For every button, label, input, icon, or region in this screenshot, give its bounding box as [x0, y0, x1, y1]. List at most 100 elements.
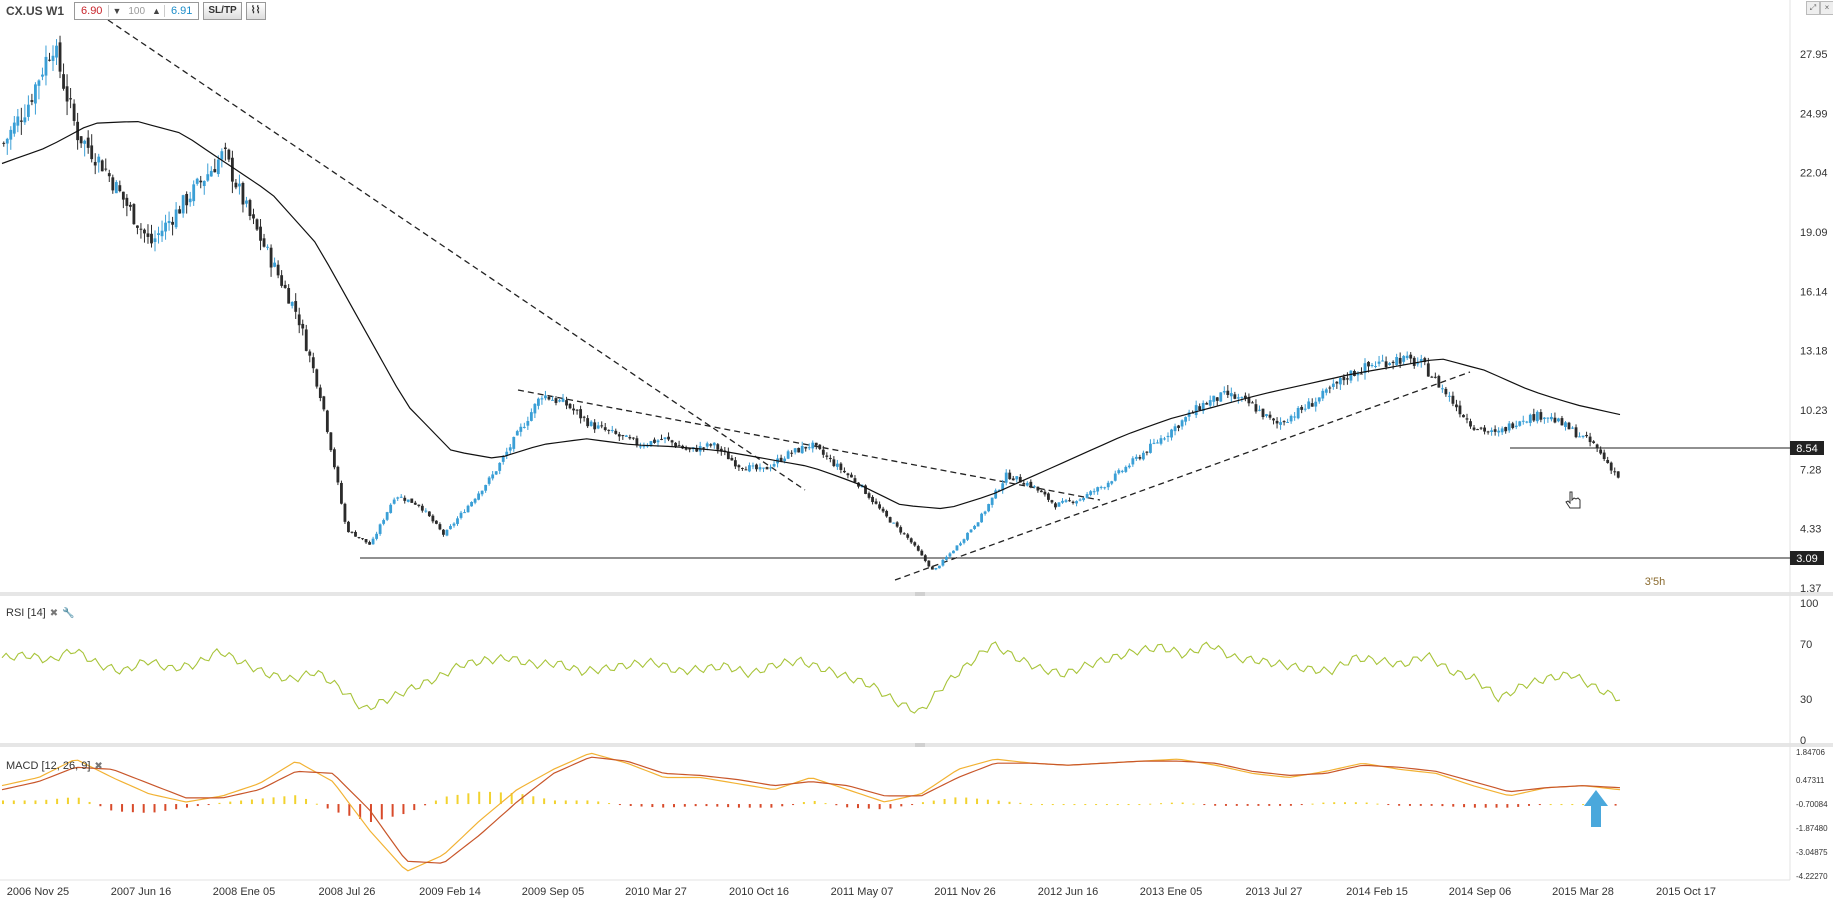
splitter-handle[interactable]	[915, 592, 925, 596]
candle-body	[167, 220, 171, 224]
price-label-upper: 8.54	[1790, 441, 1824, 455]
candle-body	[628, 436, 632, 439]
candle-body	[807, 447, 811, 449]
ask-price[interactable]: 6.91	[163, 5, 198, 17]
candle-body	[642, 445, 646, 447]
up-arrow-icon[interactable]	[1584, 790, 1608, 827]
quantity-input[interactable]: 100	[128, 5, 146, 17]
candle-body	[1342, 376, 1346, 381]
bid-price[interactable]: 6.90	[75, 5, 110, 17]
candle-body	[916, 546, 920, 551]
candle-body	[308, 351, 312, 356]
candle-body	[930, 566, 934, 570]
macd-histogram-bar	[1322, 802, 1325, 805]
macd-histogram-bar	[705, 804, 708, 807]
rsi-tick-label: 100	[1800, 598, 1818, 610]
quantity-down-icon[interactable]: ▼	[112, 6, 122, 16]
chart-type-button[interactable]: ⌇⌇	[245, 2, 266, 20]
candle-body	[160, 230, 164, 237]
restore-window-icon[interactable]: ⤢	[1806, 1, 1820, 15]
candle-body	[164, 222, 167, 232]
candle-body	[937, 565, 941, 569]
price-panel: 27.95 24.99 22.04 19.09 16.14 13.18 10.23 7.28 4…	[1, 19, 1828, 595]
candle-body	[969, 529, 973, 533]
trendlines[interactable]	[107, 19, 1790, 581]
candle-body	[132, 204, 136, 225]
close-icon[interactable]: ✖	[49, 607, 59, 619]
macd-histogram-bar	[1506, 804, 1509, 808]
candle-body	[565, 400, 568, 406]
macd-histogram-bar	[1116, 804, 1119, 806]
price-axis-ticks: 27.95 24.99 22.04 19.09 16.14 13.18 10.23 7.28 4…	[1800, 49, 1828, 595]
macd-histogram-bar	[1257, 804, 1260, 806]
candle-body	[501, 456, 505, 462]
candle-body	[1103, 487, 1107, 489]
close-icon[interactable]: ✖	[94, 760, 103, 772]
rsi-label-text: RSI [14]	[6, 607, 46, 619]
macd-histogram-bar	[1235, 804, 1238, 806]
candle-body	[410, 498, 414, 503]
candle-body	[885, 510, 889, 517]
macd-histogram-bar	[1408, 804, 1411, 806]
bar-countdown: 3'5h	[1645, 576, 1665, 588]
candle-body	[744, 469, 748, 471]
macd-histogram-bar	[1084, 804, 1087, 806]
candle-body	[107, 173, 111, 177]
candle-body	[1345, 378, 1349, 380]
candle-body	[1018, 476, 1022, 483]
candle-body	[86, 137, 90, 148]
splitter-handle[interactable]	[915, 743, 925, 747]
candle-body	[1374, 366, 1377, 368]
candle-body	[1170, 429, 1173, 438]
candle-body	[1521, 420, 1525, 422]
quantity-up-icon[interactable]: ▲	[152, 6, 161, 16]
candle-body	[1528, 414, 1532, 423]
candle-body	[1500, 428, 1504, 433]
macd-histogram-bar	[1170, 802, 1173, 805]
candle-body	[1444, 388, 1448, 395]
macd-histogram	[2, 791, 1617, 822]
candle-body	[1571, 427, 1574, 429]
time-axis-ticks: 2006 Nov 25 2007 Jun 16 2008 Ene 05 2008 Ju…	[7, 886, 1716, 898]
macd-histogram-bar	[196, 804, 199, 807]
candle-body	[512, 436, 516, 449]
price-tick-label: 1.37	[1800, 583, 1821, 595]
candle-body	[1173, 426, 1177, 432]
candle-body	[431, 515, 435, 522]
candle-body	[336, 466, 340, 483]
macd-histogram-bar	[889, 804, 892, 809]
candle-body	[287, 288, 291, 304]
trendline-downtrend[interactable]	[107, 19, 806, 491]
macd-histogram-bar	[954, 797, 957, 805]
candle-body	[216, 159, 220, 175]
candle-body	[424, 510, 428, 512]
wrench-icon[interactable]: 🔧	[62, 607, 75, 619]
price-label-lower: 3.09	[1790, 551, 1824, 565]
candle-body	[1440, 388, 1444, 390]
macd-histogram-bar	[305, 798, 308, 805]
macd-histogram-bar	[813, 800, 816, 805]
candle-body	[790, 452, 794, 454]
candle-body	[878, 504, 881, 509]
trendline-support[interactable]	[894, 371, 1471, 581]
close-window-icon[interactable]: ×	[1820, 1, 1833, 15]
candle-body	[1127, 465, 1131, 468]
macd-histogram-bar	[99, 804, 102, 807]
candle-body	[702, 447, 706, 449]
candle-body	[1222, 391, 1226, 393]
candle-body	[90, 145, 94, 160]
candle-body	[1184, 417, 1188, 422]
candle-body	[1303, 408, 1307, 410]
candle-body	[1588, 436, 1592, 443]
candle-body	[1356, 373, 1360, 376]
macd-histogram-bar	[1203, 804, 1206, 806]
macd-histogram-bar	[185, 804, 188, 808]
candle-body	[1514, 425, 1518, 428]
macd-histogram-bar	[1008, 801, 1011, 805]
candle-body	[1602, 452, 1606, 460]
candle-body	[262, 238, 266, 247]
sltp-button[interactable]: SL/TP	[203, 2, 242, 20]
macd-histogram-bar	[1095, 804, 1098, 806]
macd-histogram-bar	[640, 804, 643, 807]
